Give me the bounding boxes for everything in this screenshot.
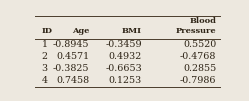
Text: 2: 2 bbox=[42, 52, 48, 61]
Text: -0.4768: -0.4768 bbox=[180, 52, 216, 61]
Text: 0.4932: 0.4932 bbox=[109, 52, 142, 61]
Text: ID: ID bbox=[42, 27, 53, 35]
Text: BMI: BMI bbox=[122, 27, 142, 35]
Text: 0.4571: 0.4571 bbox=[56, 52, 89, 61]
Text: 1: 1 bbox=[42, 40, 48, 49]
Text: 3: 3 bbox=[42, 64, 48, 73]
Text: 0.1253: 0.1253 bbox=[109, 76, 142, 85]
Text: -0.7986: -0.7986 bbox=[180, 76, 216, 85]
Text: -0.3459: -0.3459 bbox=[106, 40, 142, 49]
Text: 0.5520: 0.5520 bbox=[183, 40, 216, 49]
Text: -0.6653: -0.6653 bbox=[105, 64, 142, 73]
Text: Age: Age bbox=[72, 27, 89, 35]
Text: Blood: Blood bbox=[189, 17, 216, 25]
Text: 0.7458: 0.7458 bbox=[56, 76, 89, 85]
Text: -0.8945: -0.8945 bbox=[53, 40, 89, 49]
Text: 0.2855: 0.2855 bbox=[183, 64, 216, 73]
Text: 4: 4 bbox=[42, 76, 48, 85]
Text: -0.3825: -0.3825 bbox=[53, 64, 89, 73]
Text: Pressure: Pressure bbox=[176, 27, 216, 35]
